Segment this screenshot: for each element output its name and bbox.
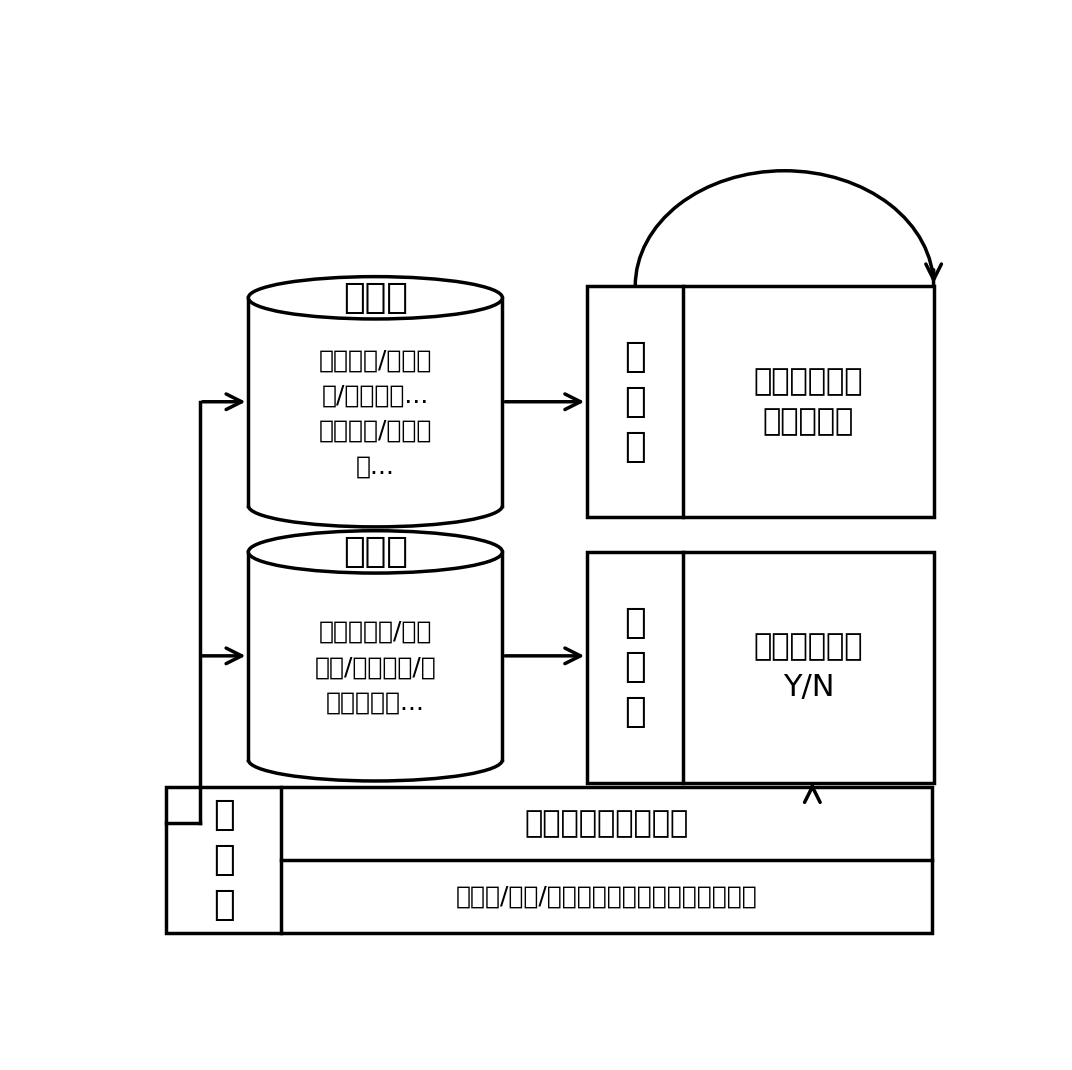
Ellipse shape [249, 277, 503, 319]
Polygon shape [249, 552, 503, 760]
Ellipse shape [249, 531, 503, 574]
Text: 缓冲区水平/瓶颈
机器/系统产量/节
能运行规则...: 缓冲区水平/瓶颈 机器/系统产量/节 能运行规则... [314, 620, 436, 715]
Text: 信息感知和事件感知: 信息感知和事件感知 [524, 809, 689, 838]
Polygon shape [249, 297, 503, 506]
Bar [587, 287, 934, 517]
Text: 缓冲区/机器/产品状态及属性信息、随机事件: 缓冲区/机器/产品状态及属性信息、随机事件 [456, 885, 758, 908]
Bar [166, 786, 932, 933]
Text: 知识库: 知识库 [343, 535, 407, 569]
Text: 加工状态/空载状
态/待机状态...
高耗空闲/低耗休
眠...: 加工状态/空载状 态/待机状态... 高耗空闲/低耗休 眠... [318, 348, 432, 478]
Bar [587, 552, 934, 783]
Text: 状态池: 状态池 [343, 280, 407, 315]
Text: 执
行
器: 执 行 器 [625, 340, 646, 463]
Text: 节能行为决策
Y/N: 节能行为决策 Y/N [754, 632, 863, 702]
Text: 感
知
器: 感 知 器 [213, 798, 235, 921]
Text: 决
策
器: 决 策 器 [625, 606, 646, 729]
Text: 驱动工作与能
耗状态转移: 驱动工作与能 耗状态转移 [754, 367, 863, 437]
